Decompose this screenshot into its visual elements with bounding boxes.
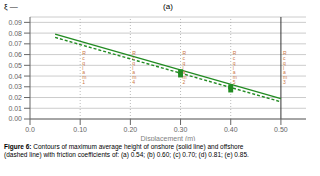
svg-text:Rcqlam3: Rcqlam3 — [283, 50, 287, 85]
svg-text:Rcqlam5: Rcqlam5 — [233, 50, 237, 85]
html-text:(a): (a) — [163, 2, 173, 11]
svg-text:0.40: 0.40 — [224, 126, 238, 133]
svg-text:0.0: 0.0 — [25, 126, 35, 133]
svg-text:0.10: 0.10 — [73, 126, 87, 133]
html-text:Figure 6: Contours of maximum: Figure 6: Contours of maximum average he… — [4, 143, 244, 150]
svg-text:0.04: 0.04 — [8, 73, 22, 80]
svg-text:0.50: 0.50 — [274, 126, 288, 133]
svg-text:0.07: 0.07 — [8, 40, 22, 47]
svg-text:0.00: 0.00 — [8, 115, 22, 122]
svg-text:0.01: 0.01 — [8, 105, 22, 112]
svg-text:Rcqlam4: Rcqlam4 — [132, 50, 136, 85]
svg-text:0.30: 0.30 — [174, 126, 188, 133]
svg-text:0.02: 0.02 — [8, 94, 22, 101]
html-text:(dashed line) with friction co: (dashed line) with friction coefficients… — [4, 150, 249, 158]
svg-text:0.08: 0.08 — [8, 30, 22, 37]
svg-text:0.09: 0.09 — [8, 19, 22, 26]
svg-text:0.20: 0.20 — [124, 126, 138, 133]
svg-text:0.06: 0.06 — [8, 51, 22, 58]
svg-text:0.03: 0.03 — [8, 83, 22, 90]
svg-text:0.05: 0.05 — [8, 62, 22, 69]
svg-text:Displacement (m): Displacement (m) — [141, 135, 196, 141]
html-text:ξ —: ξ — — [4, 2, 18, 11]
svg-text:Rcqlam1: Rcqlam1 — [82, 50, 86, 85]
svg-text:Rcqlam2: Rcqlam2 — [183, 50, 187, 85]
